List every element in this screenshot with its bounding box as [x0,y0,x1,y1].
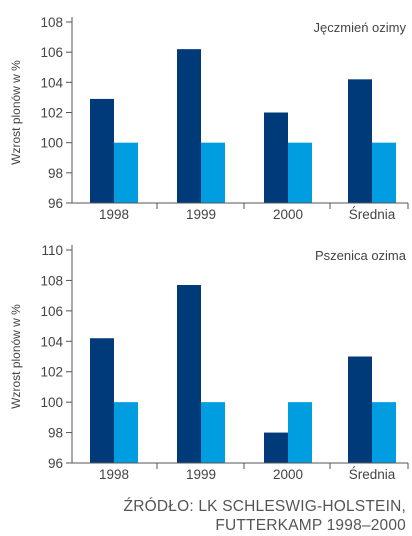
chart-1-x-label-1998: 1998 [99,207,129,222]
chart-1-bar-series-2-1998 [114,142,138,203]
chart-1-x-label-Średnia: Średnia [349,207,396,222]
chart-1-y-tick-label-102: 102 [40,106,63,121]
chart-2-bar-series-1-Średnia [348,356,372,463]
chart-1-title: Jęczmień ozimy [314,20,407,35]
chart-2-y-tick-label-100: 100 [40,395,63,410]
chart-1-y-tick-label-96: 96 [48,196,63,211]
chart-1-y-axis-label: Wzrost plonów w % [9,60,23,165]
chart-2-bar-series-1-1998 [90,338,114,463]
charts-area: 96 98 100 102 104 106 108 1998 1999 2000 Średnia Ję… [9,15,409,480]
chart-2-y-axis-label: Wzrost plonów w % [9,304,23,409]
chart-2-y-tick-label-96: 96 [48,456,63,471]
chart-2-bar-series-1-2000 [264,432,288,463]
chart-2-title: Pszenica ozima [315,248,407,263]
source-note: ŹRÓDŁO: LK SCHLESWIG-HOLSTEIN, FUTTERKAM… [26,497,406,535]
chart-1-x-label-2000: 2000 [273,207,303,222]
chart-1-bar-series-2-Średnia [372,142,396,203]
chart-1-bar-series-1-1998 [90,98,114,203]
chart-2-x-label-Średnia: Średnia [349,467,396,480]
chart-1-bar-series-2-2000 [288,142,312,203]
chart-2-x-label-1999: 1999 [186,467,216,480]
chart-2-x-label-1998: 1998 [99,467,129,480]
chart-2-y-tick-label-106: 106 [40,304,63,319]
chart-2-bar-series-2-1999 [201,402,225,463]
chart-1-y-tick-label-108: 108 [40,15,63,30]
chart-2-y-tick-label-104: 104 [40,334,63,349]
chart-2-bar-series-2-Średnia [372,402,396,463]
chart-1-bar-series-1-1999 [177,49,201,204]
chart-1-bar-series-1-2000 [264,112,288,203]
chart-2-x-label-2000: 2000 [273,467,303,480]
chart-2-y-tick-label-102: 102 [40,365,63,380]
chart-1-y-tick-label-98: 98 [48,166,63,181]
source-line-1: ŹRÓDŁO: LK SCHLESWIG-HOLSTEIN, [123,498,406,515]
chart-1-bar-series-1-Średnia [348,79,372,203]
chart-1-y-tick-label-104: 104 [40,75,63,90]
chart-2-bar-series-2-2000 [288,402,312,463]
chart-1-y-tick-label-100: 100 [40,136,63,151]
chart-2-y-tick-label-110: 110 [41,243,63,258]
chart-1-x-label-1999: 1999 [186,207,216,222]
chart-2-y-tick-label-108: 108 [40,273,63,288]
chart-2-bar-series-2-1998 [114,402,138,463]
chart-1-bar-series-2-1999 [201,142,225,203]
chart-2-bar-series-1-1999 [177,284,201,463]
source-line-2: FUTTERKAMP 1998–2000 [215,517,406,534]
chart-2-y-tick-label-98: 98 [48,426,63,441]
chart-1-y-tick-label-106: 106 [40,45,63,60]
